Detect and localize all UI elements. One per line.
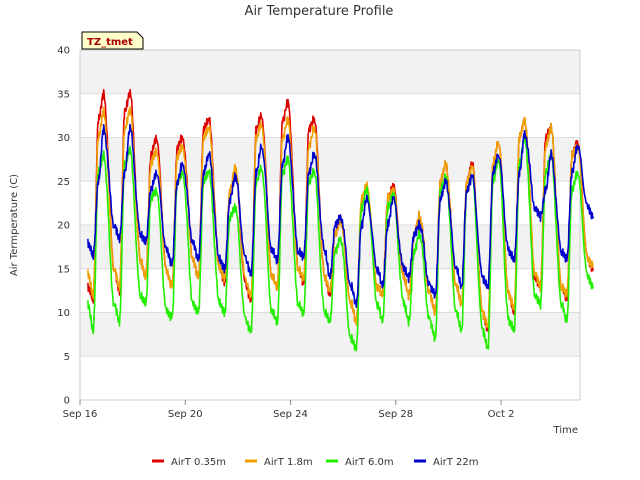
x-tick-label: Sep 28: [378, 409, 413, 420]
y-tick-label: 35: [57, 89, 70, 100]
series-group: [87, 88, 594, 352]
y-tick-label: 15: [57, 264, 70, 275]
legend: AirT 0.35m AirT 1.8m AirT 6.0m AirT 22m: [152, 457, 478, 468]
chart-title: Air Temperature Profile: [245, 4, 394, 19]
y-tick-label: 30: [57, 133, 70, 144]
x-tick-label: Sep 20: [168, 409, 203, 420]
x-tick-label: Sep 16: [63, 409, 98, 420]
y-tick-label: 40: [57, 46, 70, 57]
series-line-airt-6-0m: [87, 134, 594, 352]
legend-label-airt-22m: AirT 22m: [433, 457, 478, 468]
legend-label-airt-6-0m: AirT 6.0m: [345, 457, 394, 468]
site-badge: TZ_tmet: [81, 31, 144, 50]
x-tick-label: Sep 24: [273, 409, 308, 420]
y-tick-label: 10: [57, 308, 70, 319]
y-tick-label: 25: [57, 177, 70, 188]
y-tick-label: 0: [64, 396, 70, 407]
series-line-airt-22m: [87, 123, 594, 308]
legend-label-airt-0-35m: AirT 0.35m: [171, 457, 226, 468]
grid-band: [80, 50, 580, 94]
series-line-airt-1-8m: [87, 106, 594, 329]
x-tick-label: Oct 2: [488, 409, 515, 420]
site-badge-label: TZ_tmet: [87, 37, 133, 48]
site-badge-shape: [81, 31, 144, 50]
legend-label-airt-1-8m: AirT 1.8m: [264, 457, 313, 468]
x-axis-label: Time: [553, 425, 578, 436]
y-axis-ticks: 0 5 10 15 20 25 30 35 40: [57, 46, 70, 407]
y-tick-label: 5: [64, 352, 70, 363]
y-tick-label: 20: [57, 221, 70, 232]
y-axis-label: Air Termperature (C): [9, 174, 20, 276]
x-axis-ticks: Sep 16 Sep 20 Sep 24 Sep 28 Oct 2: [63, 400, 515, 420]
plot-frame: [79, 49, 581, 401]
